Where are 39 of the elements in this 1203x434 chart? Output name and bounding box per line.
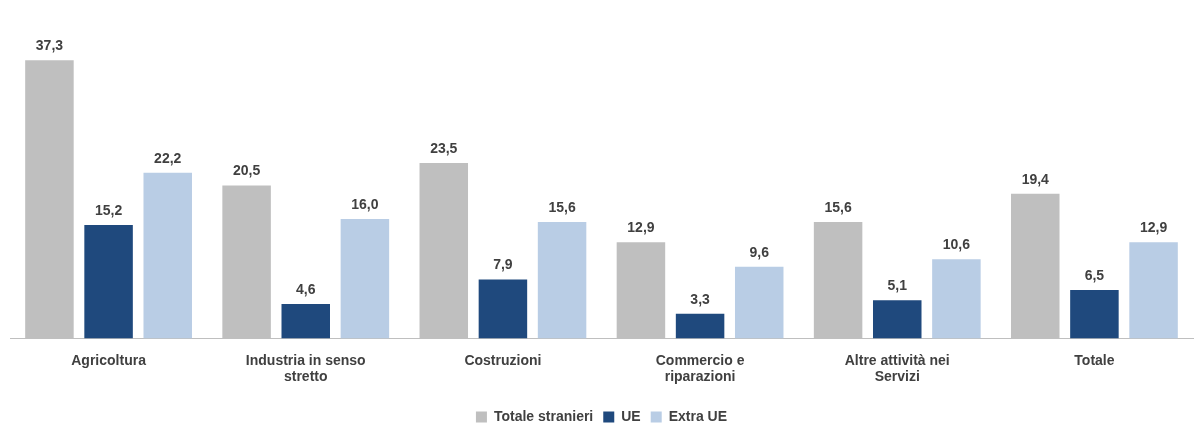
data-label: 12,9	[627, 219, 655, 236]
data-label: 6,5	[1084, 266, 1105, 283]
x-tick-label: Altre attività nei Servizi	[844, 351, 950, 385]
data-label: 19,4	[1021, 170, 1050, 187]
data-label: 5,1	[887, 277, 908, 294]
data-label: 7,9	[493, 256, 513, 273]
data-label: 10,6	[942, 236, 971, 253]
data-label: 9,6	[749, 243, 770, 260]
data-label: 15,6	[548, 198, 576, 215]
data-label: 22,2	[154, 149, 182, 166]
bar	[84, 225, 133, 339]
x-tick-label: Industria in senso stretto	[245, 351, 366, 385]
bar	[873, 300, 922, 339]
bar	[932, 259, 981, 339]
data-label: 15,2	[94, 201, 123, 218]
data-label: 3,3	[690, 290, 711, 307]
x-tick-label: Totale	[1074, 351, 1115, 368]
bar	[537, 222, 587, 339]
x-tick-label: Costruzioni	[464, 351, 542, 368]
bar	[143, 172, 192, 339]
bar	[1129, 242, 1178, 339]
legend-label: Totale stranieri	[493, 407, 594, 424]
bar	[340, 219, 390, 339]
data-label: 16,0	[351, 195, 379, 212]
bar	[1070, 289, 1119, 339]
bar	[734, 266, 784, 339]
data-label: 4,6	[296, 280, 316, 297]
data-label: 23,5	[430, 139, 458, 156]
bar	[675, 313, 725, 339]
bar	[281, 304, 330, 339]
data-label: 12,9	[1139, 219, 1168, 236]
bar	[478, 279, 528, 339]
x-tick-label: Agricoltura	[71, 351, 147, 368]
x-tick-label: Commercio e riparazioni	[655, 351, 745, 385]
data-label: 37,3	[35, 37, 64, 53]
legend-label: Extra UE	[668, 407, 728, 424]
legend-label: UE	[621, 407, 641, 424]
data-label: 15,6	[824, 198, 852, 215]
data-label: 20,5	[232, 162, 261, 179]
